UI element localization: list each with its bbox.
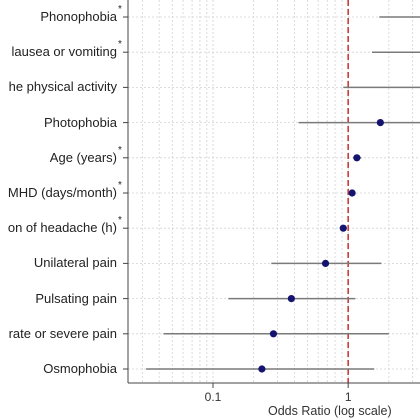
row-label-text: Pulsating pain <box>35 290 117 306</box>
row-label-text: Unilateral pain <box>33 255 117 271</box>
odds-ratio-point <box>287 295 295 303</box>
row-label-text: MHD (days/month) <box>7 185 117 200</box>
odds-ratio-point <box>269 330 278 338</box>
row-label: lausea or vomiting * <box>11 40 122 60</box>
significance-marker: * <box>118 180 122 191</box>
row-label: rate or severe pain <box>9 326 117 342</box>
odds-ratio-point <box>321 259 330 267</box>
row-label-text: Age (years) <box>49 149 117 165</box>
row-label: Age (years) * <box>49 145 122 166</box>
x-axis-label: Odds Ratio (log scale) <box>268 404 392 418</box>
row-label: Photophobia <box>44 115 117 131</box>
row-label: Phonophobia * <box>40 5 122 25</box>
significance-marker: * <box>118 215 122 227</box>
row-label: MHD (days/month) * <box>7 181 122 201</box>
x-tick-label: 1 <box>345 390 352 404</box>
row-label: Osmophobia <box>43 361 117 377</box>
x-tick-label: 0.1 <box>205 390 222 404</box>
row-label: on of headache (h) * <box>7 216 122 236</box>
row-label: Unilateral pain <box>34 255 117 271</box>
row-label-text: rate or severe pain <box>8 325 117 341</box>
row-label: he physical activity <box>9 79 117 95</box>
row-label-text: Osmophobia <box>43 361 117 376</box>
row-label-text: he physical activity <box>8 79 117 95</box>
odds-ratio-point <box>258 365 266 373</box>
significance-marker: * <box>118 4 122 15</box>
odds-ratio-point <box>353 154 361 162</box>
significance-marker: * <box>118 39 122 51</box>
odds-ratio-point <box>376 119 384 127</box>
odds-ratio-point <box>348 189 356 197</box>
odds-ratio-point <box>339 224 347 232</box>
significance-marker: * <box>118 144 122 156</box>
row-label-text: lausea or vomiting <box>11 44 118 60</box>
row-label-text: on of headache (h) <box>7 220 117 236</box>
row-label: Pulsating pain <box>35 291 117 307</box>
row-label-text: Phonophobia <box>40 9 117 24</box>
row-label-text: Photophobia <box>43 114 117 130</box>
